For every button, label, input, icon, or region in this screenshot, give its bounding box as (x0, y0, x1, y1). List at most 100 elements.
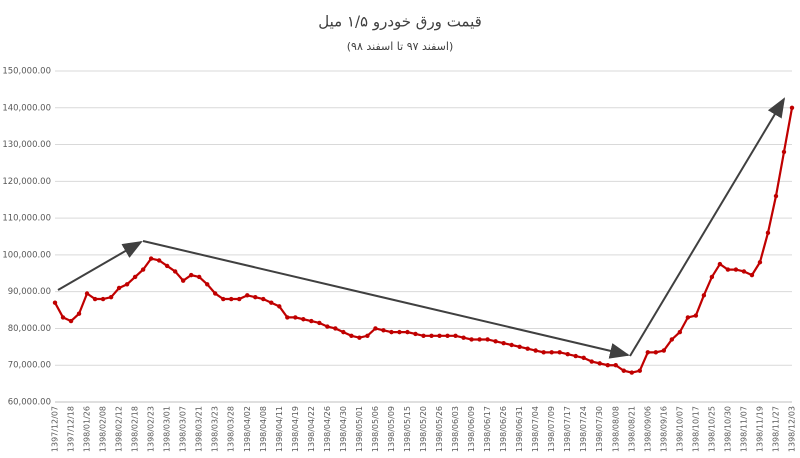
x-tick-label: 1398/11/07 (739, 406, 748, 452)
x-tick-label: 1397/12/18 (67, 406, 76, 452)
point (261, 296, 266, 302)
point (397, 329, 402, 335)
trend-arrow (629, 97, 786, 357)
point (52, 300, 58, 305)
point (172, 269, 178, 274)
x-tick-label: 1398/07/09 (547, 406, 556, 452)
x-tick-label: 1398/04/30 (339, 406, 348, 452)
point (549, 350, 554, 355)
point (589, 359, 594, 364)
point (453, 333, 458, 338)
point (621, 368, 626, 373)
point (229, 296, 234, 302)
point (140, 267, 146, 272)
point (709, 274, 715, 280)
point (765, 230, 771, 236)
y-tick-label: 120,000.00 (2, 177, 51, 187)
x-tick-label: 1398/06/17 (483, 406, 492, 452)
x-tick-label: 1398/05/06 (371, 406, 380, 452)
point (196, 274, 202, 280)
point (84, 291, 90, 296)
y-tick-label: 100,000.00 (2, 250, 51, 260)
x-tick-label: 1398/05/15 (403, 406, 412, 452)
point (389, 329, 394, 335)
point (437, 333, 442, 338)
x-tick-label: 1398/05/26 (435, 406, 444, 452)
y-tick-label: 60,000.00 (8, 398, 51, 408)
point (301, 317, 306, 322)
x-tick-label: 1398/08/21 (627, 406, 636, 452)
point (180, 278, 186, 283)
x-tick-label: 1398/05/01 (355, 406, 364, 452)
point (333, 326, 338, 331)
x-tick-label: 1398/02/23 (147, 406, 156, 452)
point (92, 296, 98, 302)
point (317, 320, 322, 326)
point (213, 291, 218, 296)
x-tick-label: 1398/07/04 (531, 406, 540, 452)
x-tick-label: 1398/02/12 (115, 406, 124, 452)
point (60, 315, 66, 320)
point (509, 342, 514, 348)
point (245, 293, 250, 298)
point (132, 274, 138, 280)
point (493, 339, 498, 344)
point (685, 315, 691, 320)
point (461, 335, 466, 340)
x-tick-label: 1398/06/31 (515, 406, 524, 452)
y-tick-label: 90,000.00 (8, 287, 51, 297)
point (661, 348, 667, 353)
point (325, 324, 330, 329)
point (445, 333, 450, 338)
point (269, 300, 274, 305)
x-tick-label: 1398/10/17 (691, 406, 700, 452)
point (405, 329, 410, 335)
point (381, 328, 386, 333)
x-tick-label: 1398/10/30 (723, 406, 732, 452)
x-tick-label: 1398/03/28 (227, 406, 236, 452)
point (237, 296, 242, 302)
x-tick-label: 1398/04/08 (259, 406, 268, 452)
point (565, 351, 570, 357)
x-tick-label: 1398/04/26 (323, 406, 332, 452)
point (573, 353, 578, 359)
point (541, 350, 546, 355)
x-tick-label: 1398/12/03 (788, 406, 797, 452)
point (188, 272, 194, 278)
trend-arrows (57, 97, 786, 359)
chart-subtitle: (اسفند ۹۷ تا اسفند ۹۸) (347, 40, 454, 53)
point (605, 363, 610, 368)
x-tick-label: 1398/11/27 (771, 406, 780, 452)
point (253, 294, 258, 300)
y-tick-label: 110,000.00 (2, 214, 51, 224)
point (597, 361, 602, 366)
x-tick-label: 1398/11/19 (755, 406, 764, 452)
point (725, 267, 731, 272)
point (148, 256, 154, 261)
point (717, 261, 723, 267)
point (677, 329, 683, 335)
x-tick-label: 1398/07/24 (579, 406, 588, 452)
x-tick-label: 1398/10/07 (675, 406, 684, 452)
point (733, 267, 739, 272)
x-tick-label: 1398/03/01 (163, 406, 172, 452)
x-tick-label: 1398/07/17 (563, 406, 572, 452)
point (613, 363, 618, 368)
x-tick-label: 1398/06/03 (451, 406, 460, 452)
point (277, 304, 282, 309)
point (365, 333, 370, 338)
point (205, 282, 210, 287)
point (68, 318, 74, 324)
point (76, 311, 82, 316)
x-tick-label: 1398/03/07 (179, 406, 188, 452)
point (517, 344, 522, 350)
point (757, 260, 763, 265)
point (693, 313, 699, 318)
point (164, 263, 170, 269)
x-tick-label: 1398/10/25 (707, 406, 716, 452)
point (789, 105, 795, 110)
point (349, 333, 354, 338)
y-tick-label: 70,000.00 (8, 361, 51, 371)
